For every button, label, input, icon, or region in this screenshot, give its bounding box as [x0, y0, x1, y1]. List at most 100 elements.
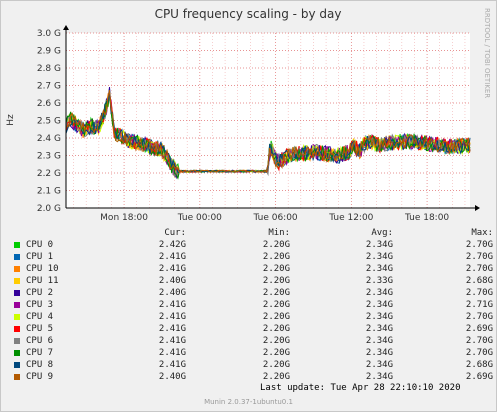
legend-max-value: 2.70G — [465, 336, 493, 346]
legend-cur-value: 2.41G — [158, 264, 186, 274]
legend-cur-value: 2.40G — [158, 372, 186, 382]
legend-swatch — [14, 350, 20, 356]
y-tick-label: 2.4 G — [37, 134, 61, 144]
legend-max-value: 2.69G — [465, 372, 493, 382]
y-tick-label: 2.2 G — [37, 169, 61, 179]
legend-avg-value: 2.34G — [365, 312, 393, 322]
legend-table: Cur: Min: Avg: Max: CPU 0 2.42G 2.20G 2.34G… — [14, 227, 493, 383]
legend-swatch — [14, 290, 20, 296]
legend-swatch — [14, 374, 20, 380]
legend-min-value: 2.20G — [262, 360, 290, 370]
legend-cur-value: 2.41G — [158, 336, 186, 346]
legend-min-value: 2.20G — [262, 276, 290, 286]
legend-row: CPU 2 2.40G 2.20G 2.34G 2.70G — [14, 287, 493, 299]
legend-series-name: CPU 5 — [26, 324, 54, 334]
legend-max-value: 2.71G — [465, 300, 493, 310]
legend-cur-value: 2.40G — [158, 276, 186, 286]
legend-avg-value: 2.34G — [365, 252, 393, 262]
legend-min-value: 2.20G — [262, 372, 290, 382]
legend-min-value: 2.20G — [262, 264, 290, 274]
legend-avg-value: 2.34G — [365, 240, 393, 250]
chart-title: CPU frequency scaling - by day — [155, 7, 342, 21]
x-tick-label: Mon 18:00 — [100, 213, 148, 223]
legend-avg-value: 2.34G — [365, 360, 393, 370]
last-update-text: Last update: Tue Apr 28 22:10:10 2020 — [260, 383, 461, 393]
legend-max-value: 2.68G — [465, 360, 493, 370]
legend-row: CPU 10 2.41G 2.20G 2.34G 2.70G — [14, 263, 493, 275]
legend-row: CPU 11 2.40G 2.20G 2.33G 2.68G — [14, 275, 493, 287]
series-lines — [65, 86, 471, 180]
y-tick-label: 2.0 G — [37, 204, 61, 214]
legend-cur-value: 2.40G — [158, 288, 186, 298]
legend-series-name: CPU 10 — [26, 264, 59, 274]
legend-swatch — [14, 266, 20, 272]
legend-cur-value: 2.41G — [158, 360, 186, 370]
rrdtool-watermark: RRDTOOL / TOBI OETIKER — [483, 8, 491, 98]
legend-swatch — [14, 314, 20, 320]
legend-row: CPU 0 2.42G 2.20G 2.34G 2.70G — [14, 239, 493, 251]
legend-row: CPU 5 2.41G 2.20G 2.34G 2.69G — [14, 323, 493, 335]
legend-row: CPU 1 2.41G 2.20G 2.34G 2.70G — [14, 251, 493, 263]
legend-series-name: CPU 8 — [26, 360, 54, 370]
legend-cur-value: 2.41G — [158, 312, 186, 322]
legend-series-name: CPU 0 — [26, 240, 54, 250]
legend-row: CPU 3 2.41G 2.20G 2.34G 2.71G — [14, 299, 493, 311]
legend-series-name: CPU 6 — [26, 336, 54, 346]
legend-avg-value: 2.34G — [365, 324, 393, 334]
y-axis-arrow — [63, 25, 69, 30]
y-tick-label: 2.9 G — [37, 47, 61, 57]
legend-min-value: 2.20G — [262, 252, 290, 262]
y-tick-label: 2.1 G — [37, 187, 61, 197]
legend-avg-value: 2.34G — [365, 372, 393, 382]
legend-row: CPU 9 2.40G 2.20G 2.34G 2.69G — [14, 371, 493, 383]
x-axis-arrow — [475, 205, 480, 211]
legend-max-value: 2.70G — [465, 240, 493, 250]
y-tick-label: 3.0 G — [37, 29, 61, 39]
legend-min-value: 2.20G — [262, 348, 290, 358]
legend-swatch — [14, 242, 20, 248]
x-tick-label: Tue 12:00 — [328, 213, 373, 223]
legend-swatch — [14, 338, 20, 344]
legend-series-name: CPU 3 — [26, 300, 54, 310]
legend-swatch — [14, 326, 20, 332]
tick-labels: Mon 18:00 Tue 00:00 Tue 06:00 Tue 12:00 Tue … — [37, 29, 450, 223]
legend-max-value: 2.68G — [465, 276, 493, 286]
header-avg: Avg: — [371, 228, 393, 238]
y-tick-label: 2.3 G — [37, 152, 61, 162]
legend-avg-value: 2.34G — [365, 348, 393, 358]
legend-cur-value: 2.41G — [158, 300, 186, 310]
legend-avg-value: 2.34G — [365, 300, 393, 310]
x-tick-label: Tue 00:00 — [177, 213, 222, 223]
legend-cur-value: 2.41G — [158, 348, 186, 358]
series-line — [65, 89, 471, 174]
legend-max-value: 2.70G — [465, 348, 493, 358]
legend-swatch — [14, 278, 20, 284]
munin-version-footer: Munin 2.0.37-1ubuntu0.1 — [204, 398, 293, 406]
legend-min-value: 2.20G — [262, 312, 290, 322]
legend-max-value: 2.70G — [465, 312, 493, 322]
legend-min-value: 2.20G — [262, 300, 290, 310]
legend-series-name: CPU 1 — [26, 252, 54, 262]
y-tick-label: 2.5 G — [37, 117, 61, 127]
legend-row: CPU 7 2.41G 2.20G 2.34G 2.70G — [14, 347, 493, 359]
legend-series-name: CPU 2 — [26, 288, 54, 298]
legend-max-value: 2.70G — [465, 288, 493, 298]
legend-avg-value: 2.34G — [365, 264, 393, 274]
y-axis-label: Hz — [6, 114, 16, 126]
y-tick-label: 2.8 G — [37, 64, 61, 74]
legend-series-name: CPU 9 — [26, 372, 54, 382]
legend-row: CPU 4 2.41G 2.20G 2.34G 2.70G — [14, 311, 493, 323]
legend-row: CPU 8 2.41G 2.20G 2.34G 2.68G — [14, 359, 493, 371]
legend-cur-value: 2.41G — [158, 324, 186, 334]
legend-max-value: 2.69G — [465, 324, 493, 334]
x-tick-label: Tue 06:00 — [252, 213, 297, 223]
legend-min-value: 2.20G — [262, 288, 290, 298]
y-tick-label: 2.6 G — [37, 99, 61, 109]
legend-max-value: 2.70G — [465, 264, 493, 274]
legend-row: CPU 6 2.41G 2.20G 2.34G 2.70G — [14, 335, 493, 347]
legend-series-name: CPU 4 — [26, 312, 54, 322]
header-cur: Cur: — [164, 228, 186, 238]
header-min: Min: — [268, 228, 290, 238]
legend-swatch — [14, 302, 20, 308]
